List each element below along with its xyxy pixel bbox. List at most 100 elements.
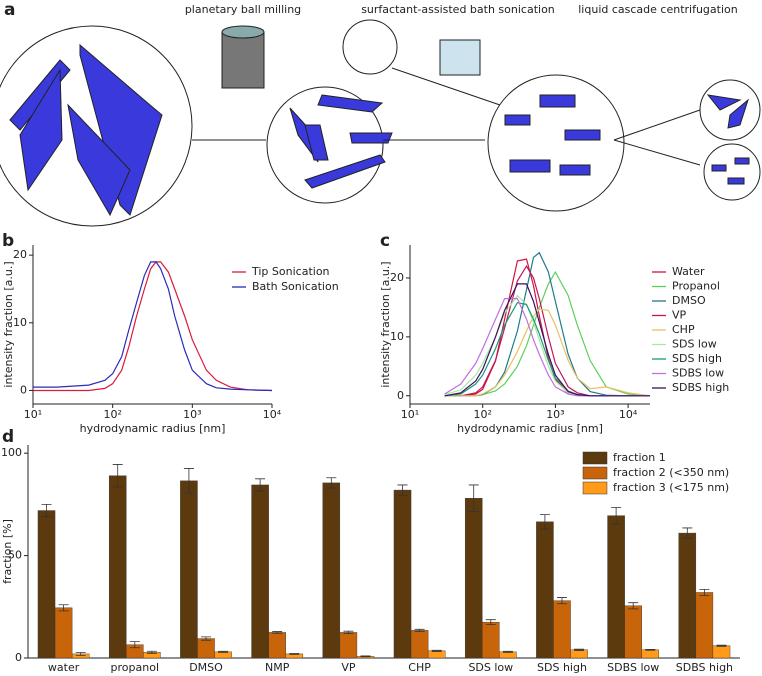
flake: [559, 164, 591, 176]
bar: [607, 515, 625, 659]
error-bar: [645, 648, 656, 651]
surfactant-circle: [342, 19, 398, 75]
flake: [509, 159, 551, 173]
x-tick-label: SDBS low: [607, 661, 659, 674]
y-tick-label: 0: [20, 383, 27, 396]
error-bar: [272, 631, 283, 634]
flake: [79, 43, 163, 216]
legend-label: VP: [672, 309, 687, 322]
error-bar: [611, 507, 622, 525]
flake: [727, 177, 745, 185]
bar: [427, 650, 446, 659]
bar: [268, 632, 286, 659]
bar: [678, 532, 697, 659]
bar: [536, 521, 554, 659]
sonic-bath: [439, 39, 481, 76]
y-axis-label: fraction [%]: [1, 519, 14, 584]
error-bar: [414, 628, 425, 632]
bar: [624, 605, 642, 659]
x-tick-label: propanol: [111, 661, 159, 674]
x-tick-label: 10²: [103, 408, 121, 421]
legend-label: DMSO: [672, 294, 706, 307]
flake: [564, 129, 601, 141]
bar: [393, 489, 412, 659]
panel-label: d: [2, 427, 14, 447]
arrow: [613, 139, 701, 166]
y-tick-label: 10: [390, 330, 404, 343]
bar: [712, 645, 731, 659]
panel-label: b: [2, 231, 14, 251]
step-label: surfactant-assisted bath sonication: [361, 3, 555, 16]
y-tick-label: 20: [390, 271, 404, 284]
legend-label: fraction 1: [613, 451, 666, 464]
x-tick-label: SDBS high: [676, 661, 733, 674]
legend-label: SDS high: [672, 352, 722, 365]
flake: [19, 68, 63, 192]
x-tick-label: 10³: [183, 408, 201, 421]
step-label: liquid cascade centrifugation: [578, 3, 738, 16]
flake: [539, 94, 576, 108]
arrow: [391, 67, 501, 106]
flake: [711, 164, 727, 172]
error-bar: [397, 484, 408, 496]
error-bar: [699, 588, 710, 596]
error-bar: [539, 514, 550, 530]
error-bar: [112, 464, 123, 488]
bar: [54, 607, 73, 659]
y-tick-label: 50: [8, 549, 22, 562]
x-tick-label: 10¹: [24, 408, 42, 421]
flake: [727, 98, 749, 129]
flake: [317, 94, 384, 113]
mill-jar: [221, 31, 265, 89]
bar: [464, 498, 483, 659]
y-tick-label: 20: [13, 248, 27, 261]
error-bar: [129, 641, 140, 649]
x-tick-label: NMP: [265, 661, 290, 674]
x-tick-label: 10³: [546, 408, 564, 421]
x-tick-label: VP: [341, 661, 356, 674]
y-axis-label: intensity fraction [a.u.]: [379, 261, 392, 387]
bar: [482, 621, 500, 659]
legend-label: Water: [672, 265, 705, 278]
flake: [734, 157, 750, 165]
x-tick-label: 10¹: [401, 408, 419, 421]
x-tick-label: 10⁴: [619, 408, 638, 421]
bar: [180, 480, 198, 659]
bar: [37, 510, 56, 659]
flake: [349, 132, 393, 144]
bar: [410, 630, 429, 659]
flake-circle: [703, 143, 761, 201]
bar: [251, 484, 269, 659]
legend-label: CHP: [672, 323, 695, 336]
flake: [67, 103, 131, 217]
flake: [304, 154, 386, 189]
error-bar: [431, 649, 442, 652]
error-bar: [183, 468, 194, 494]
step-label: planetary ball milling: [185, 3, 301, 16]
error-bar: [682, 527, 693, 539]
legend-swatch: [582, 481, 608, 495]
error-bar: [75, 652, 86, 656]
legend-label: Bath Sonication: [252, 280, 339, 293]
x-axis-label: hydrodynamic radius [nm]: [457, 422, 603, 435]
error-bar: [468, 484, 479, 512]
diagram: a planetary ball milling surfactant-assi…: [0, 0, 761, 227]
y-axis-label: intensity fraction [a.u.]: [2, 261, 15, 387]
legend-label: SDS low: [672, 338, 717, 351]
flake: [706, 94, 742, 111]
x-tick-label: 10⁴: [263, 408, 282, 421]
error-bar: [343, 630, 354, 635]
x-tick-label: CHP: [408, 661, 431, 674]
x-tick-label: SDS high: [537, 661, 587, 674]
x-tick-label: DMSO: [189, 661, 223, 674]
x-tick-label: SDS low: [468, 661, 513, 674]
error-bar: [218, 650, 229, 653]
error-bar: [58, 604, 69, 612]
y-tick-label: 10: [13, 316, 27, 329]
panel-label: a: [4, 0, 15, 20]
error-bar: [146, 650, 157, 654]
bar: [695, 592, 714, 659]
arrow: [613, 109, 701, 141]
x-tick-label: 10²: [473, 408, 491, 421]
